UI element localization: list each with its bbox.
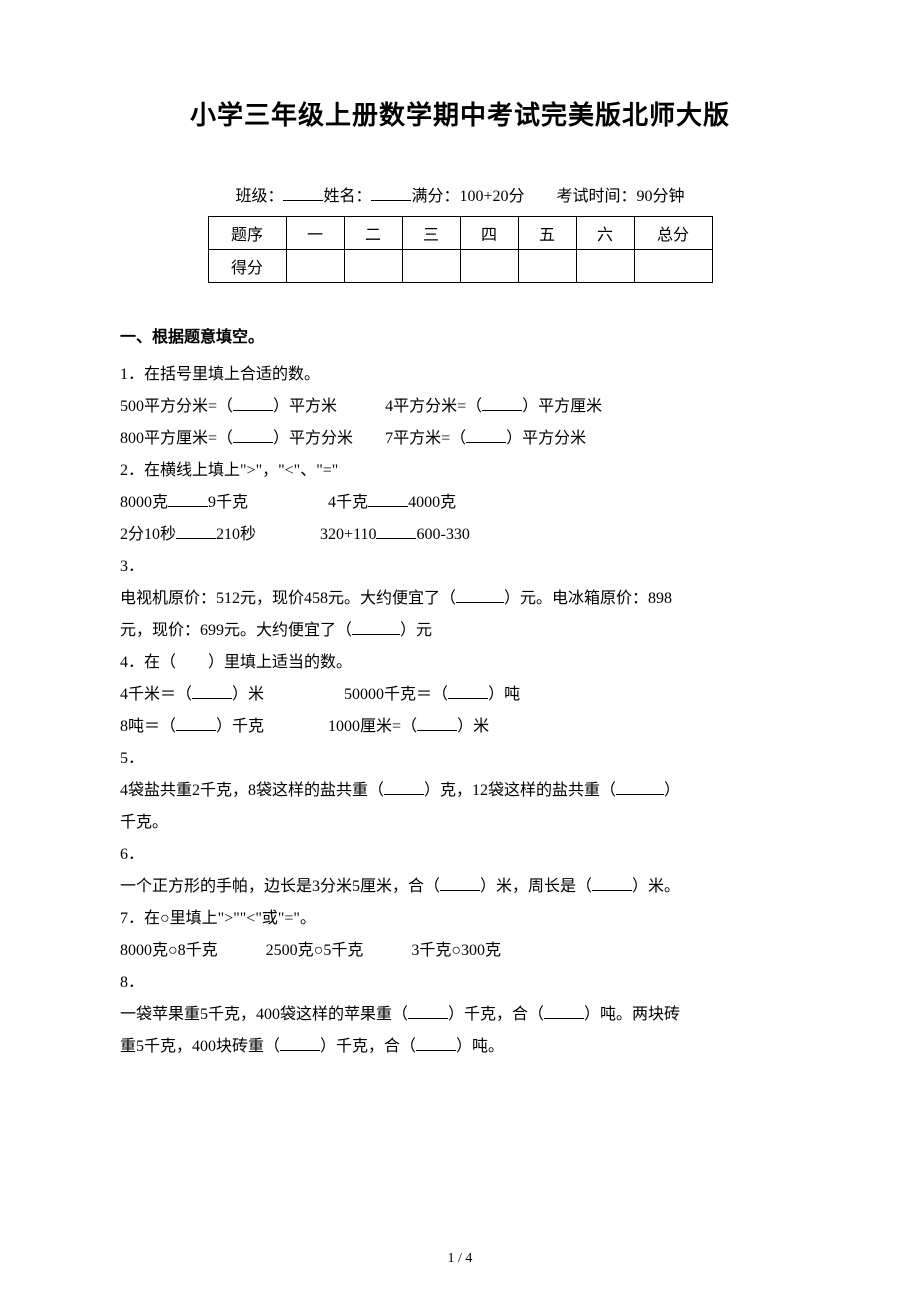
q2-prompt: 2．在横线上填上">"，"<"、"=": [120, 455, 800, 487]
class-label: 班级：: [235, 188, 283, 205]
q4-line1: 4千米＝（）米 50000千克＝（）吨: [120, 679, 800, 711]
section-title: 一、根据题意填空。: [120, 323, 800, 347]
col-header: 一: [286, 217, 344, 250]
exam-info-line: 班级： 姓名： 满分：100+20分 考试时间：90分钟: [120, 182, 800, 206]
q3-num: 3．: [120, 551, 800, 583]
q7-line1: 8000克○8千克 2500克○5千克 3千克○300克: [120, 935, 800, 967]
q2-line2: 2分10秒210秒 320+110600-330: [120, 519, 800, 551]
q2-line1: 8000克9千克 4千克4000克: [120, 487, 800, 519]
row-label: 得分: [208, 250, 286, 283]
page-number: 1 / 4: [0, 1251, 920, 1267]
q1-line1: 500平方分米=（）平方米 4平方分米=（）平方厘米: [120, 391, 800, 423]
question-content: 1．在括号里填上合适的数。 500平方分米=（）平方米 4平方分米=（）平方厘米…: [120, 359, 800, 1063]
col-header: 总分: [634, 217, 712, 250]
table-row: 得分: [208, 250, 712, 283]
col-header: 四: [460, 217, 518, 250]
q5-line1: 4袋盐共重2千克，8袋这样的盐共重（）克，12袋这样的盐共重（）: [120, 775, 800, 807]
q3-line1: 电视机原价：512元，现价458元。大约便宜了（）元。电冰箱原价：898: [120, 583, 800, 615]
col-header: 六: [576, 217, 634, 250]
name-label: 姓名：: [323, 188, 371, 205]
col-header: 五: [518, 217, 576, 250]
q8-line2: 重5千克，400块砖重（）千克，合（）吨。: [120, 1031, 800, 1063]
q4-prompt: 4．在（ ）里填上适当的数。: [120, 647, 800, 679]
score-cell: [344, 250, 402, 283]
q5-line2: 千克。: [120, 807, 800, 839]
q6-line1: 一个正方形的手帕，边长是3分米5厘米，合（）米，周长是（）米。: [120, 871, 800, 903]
score-cell: [634, 250, 712, 283]
q8-num: 8．: [120, 967, 800, 999]
col-header: 三: [402, 217, 460, 250]
q7-prompt: 7．在○里填上">""<"或"="。: [120, 903, 800, 935]
class-blank: [283, 185, 323, 201]
score-cell: [402, 250, 460, 283]
row-label: 题序: [208, 217, 286, 250]
name-blank: [371, 185, 411, 201]
q6-num: 6．: [120, 839, 800, 871]
score-cell: [286, 250, 344, 283]
col-header: 二: [344, 217, 402, 250]
q3-line2: 元，现价：699元。大约便宜了（）元: [120, 615, 800, 647]
table-row: 题序 一 二 三 四 五 六 总分: [208, 217, 712, 250]
score-cell: [518, 250, 576, 283]
q4-line2: 8吨＝（）千克 1000厘米=（）米: [120, 711, 800, 743]
time-label: 考试时间：90分钟: [557, 188, 685, 205]
document-title: 小学三年级上册数学期中考试完美版北师大版: [120, 95, 800, 132]
q1-prompt: 1．在括号里填上合适的数。: [120, 359, 800, 391]
q1-line2: 800平方厘米=（）平方分米 7平方米=（）平方分米: [120, 423, 800, 455]
score-cell: [460, 250, 518, 283]
q8-line1: 一袋苹果重5千克，400袋这样的苹果重（）千克，合（）吨。两块砖: [120, 999, 800, 1031]
score-table: 题序 一 二 三 四 五 六 总分 得分: [208, 216, 713, 283]
q5-num: 5．: [120, 743, 800, 775]
full-score-label: 满分：100+20分: [411, 188, 524, 205]
score-cell: [576, 250, 634, 283]
